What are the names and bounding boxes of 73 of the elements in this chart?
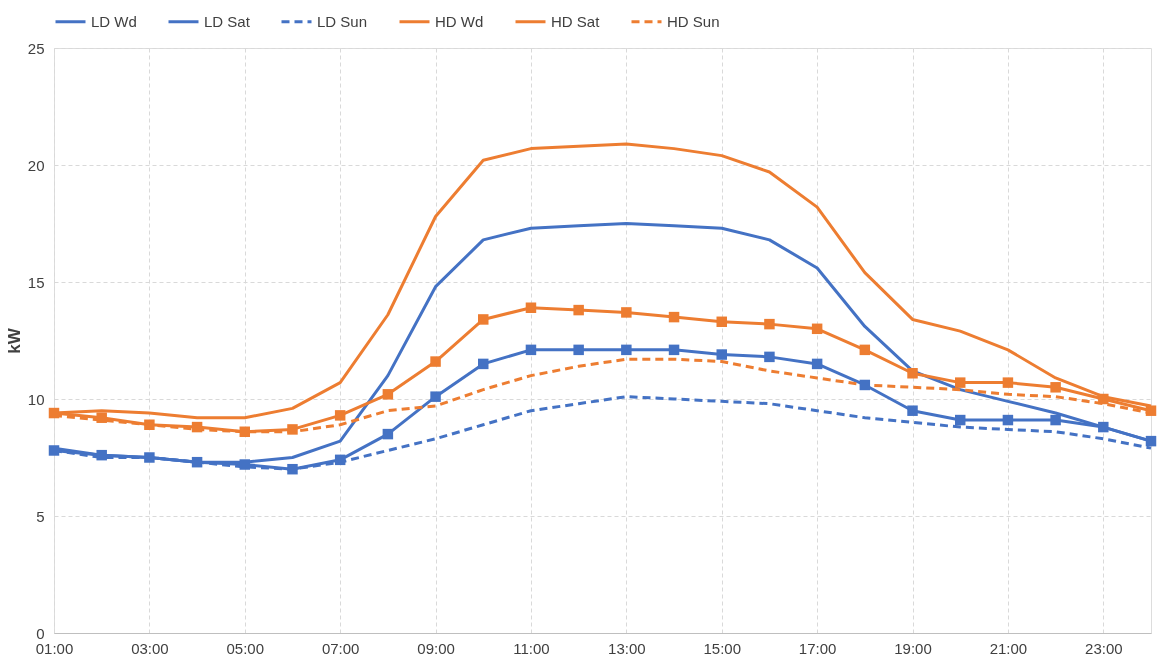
point xyxy=(287,424,298,435)
point xyxy=(621,344,632,356)
x-tick-label: 15:00 xyxy=(703,639,742,657)
point xyxy=(811,323,823,335)
x-tick-label: 23:00 xyxy=(1085,639,1123,657)
point xyxy=(1002,414,1014,426)
x-tick-label: 07:00 xyxy=(321,639,360,657)
point xyxy=(1050,414,1061,426)
x-tick-label: 09:00 xyxy=(417,639,455,657)
y-tick-label: 10 xyxy=(27,390,45,408)
y-tick-label: 15 xyxy=(27,273,45,291)
point xyxy=(48,407,60,419)
point xyxy=(239,426,251,437)
legend-label: HD Wd xyxy=(435,12,484,30)
point xyxy=(430,391,441,402)
x-tick-label: 01:00 xyxy=(35,639,74,657)
point xyxy=(573,304,584,316)
x-tick-label: 05:00 xyxy=(226,639,265,657)
point xyxy=(1098,393,1109,405)
point xyxy=(144,452,155,463)
point xyxy=(907,368,918,379)
point xyxy=(621,307,632,318)
point xyxy=(1145,435,1157,447)
point xyxy=(239,459,251,470)
point xyxy=(191,421,203,433)
point xyxy=(144,419,155,430)
point xyxy=(859,344,871,356)
point xyxy=(573,344,584,356)
point xyxy=(96,412,107,423)
y-tick-label: 25 xyxy=(27,39,45,57)
point xyxy=(954,377,966,388)
point xyxy=(716,349,727,360)
point xyxy=(668,344,680,356)
point xyxy=(525,344,537,356)
point xyxy=(287,463,298,475)
point xyxy=(1098,421,1109,433)
point xyxy=(1145,405,1157,416)
point xyxy=(525,302,537,313)
point xyxy=(96,449,107,461)
x-tick-label: 21:00 xyxy=(989,639,1028,657)
point xyxy=(48,445,60,456)
y-axis-title: kW xyxy=(4,327,24,354)
x-tick-label: 17:00 xyxy=(798,639,837,657)
y-tick-label: 20 xyxy=(27,156,45,174)
point xyxy=(382,428,394,440)
point xyxy=(334,454,346,466)
legend-label: LD Sat xyxy=(204,12,251,30)
point xyxy=(954,414,966,426)
point xyxy=(1050,382,1061,393)
point xyxy=(334,410,346,421)
y-tick-label: 0 xyxy=(36,624,45,642)
point xyxy=(907,405,918,416)
point xyxy=(811,358,823,370)
legend-label: LD Wd xyxy=(91,12,137,30)
point xyxy=(191,456,203,468)
x-tick-label: 19:00 xyxy=(894,639,932,657)
legend-label: HD Sat xyxy=(551,12,601,30)
legend-label: LD Sun xyxy=(317,12,368,30)
point xyxy=(764,351,775,363)
point xyxy=(764,318,775,330)
point xyxy=(859,379,871,391)
x-tick-label: 11:00 xyxy=(513,639,550,657)
point xyxy=(478,358,489,370)
y-tick-label: 5 xyxy=(36,507,45,525)
point xyxy=(430,356,441,367)
legend-label: HD Sun xyxy=(667,12,720,30)
point xyxy=(478,314,489,325)
point xyxy=(716,316,727,328)
point xyxy=(1002,377,1014,388)
point xyxy=(668,311,680,323)
point xyxy=(382,389,394,400)
x-tick-label: 13:00 xyxy=(608,639,646,657)
x-tick-label: 03:00 xyxy=(131,639,169,657)
